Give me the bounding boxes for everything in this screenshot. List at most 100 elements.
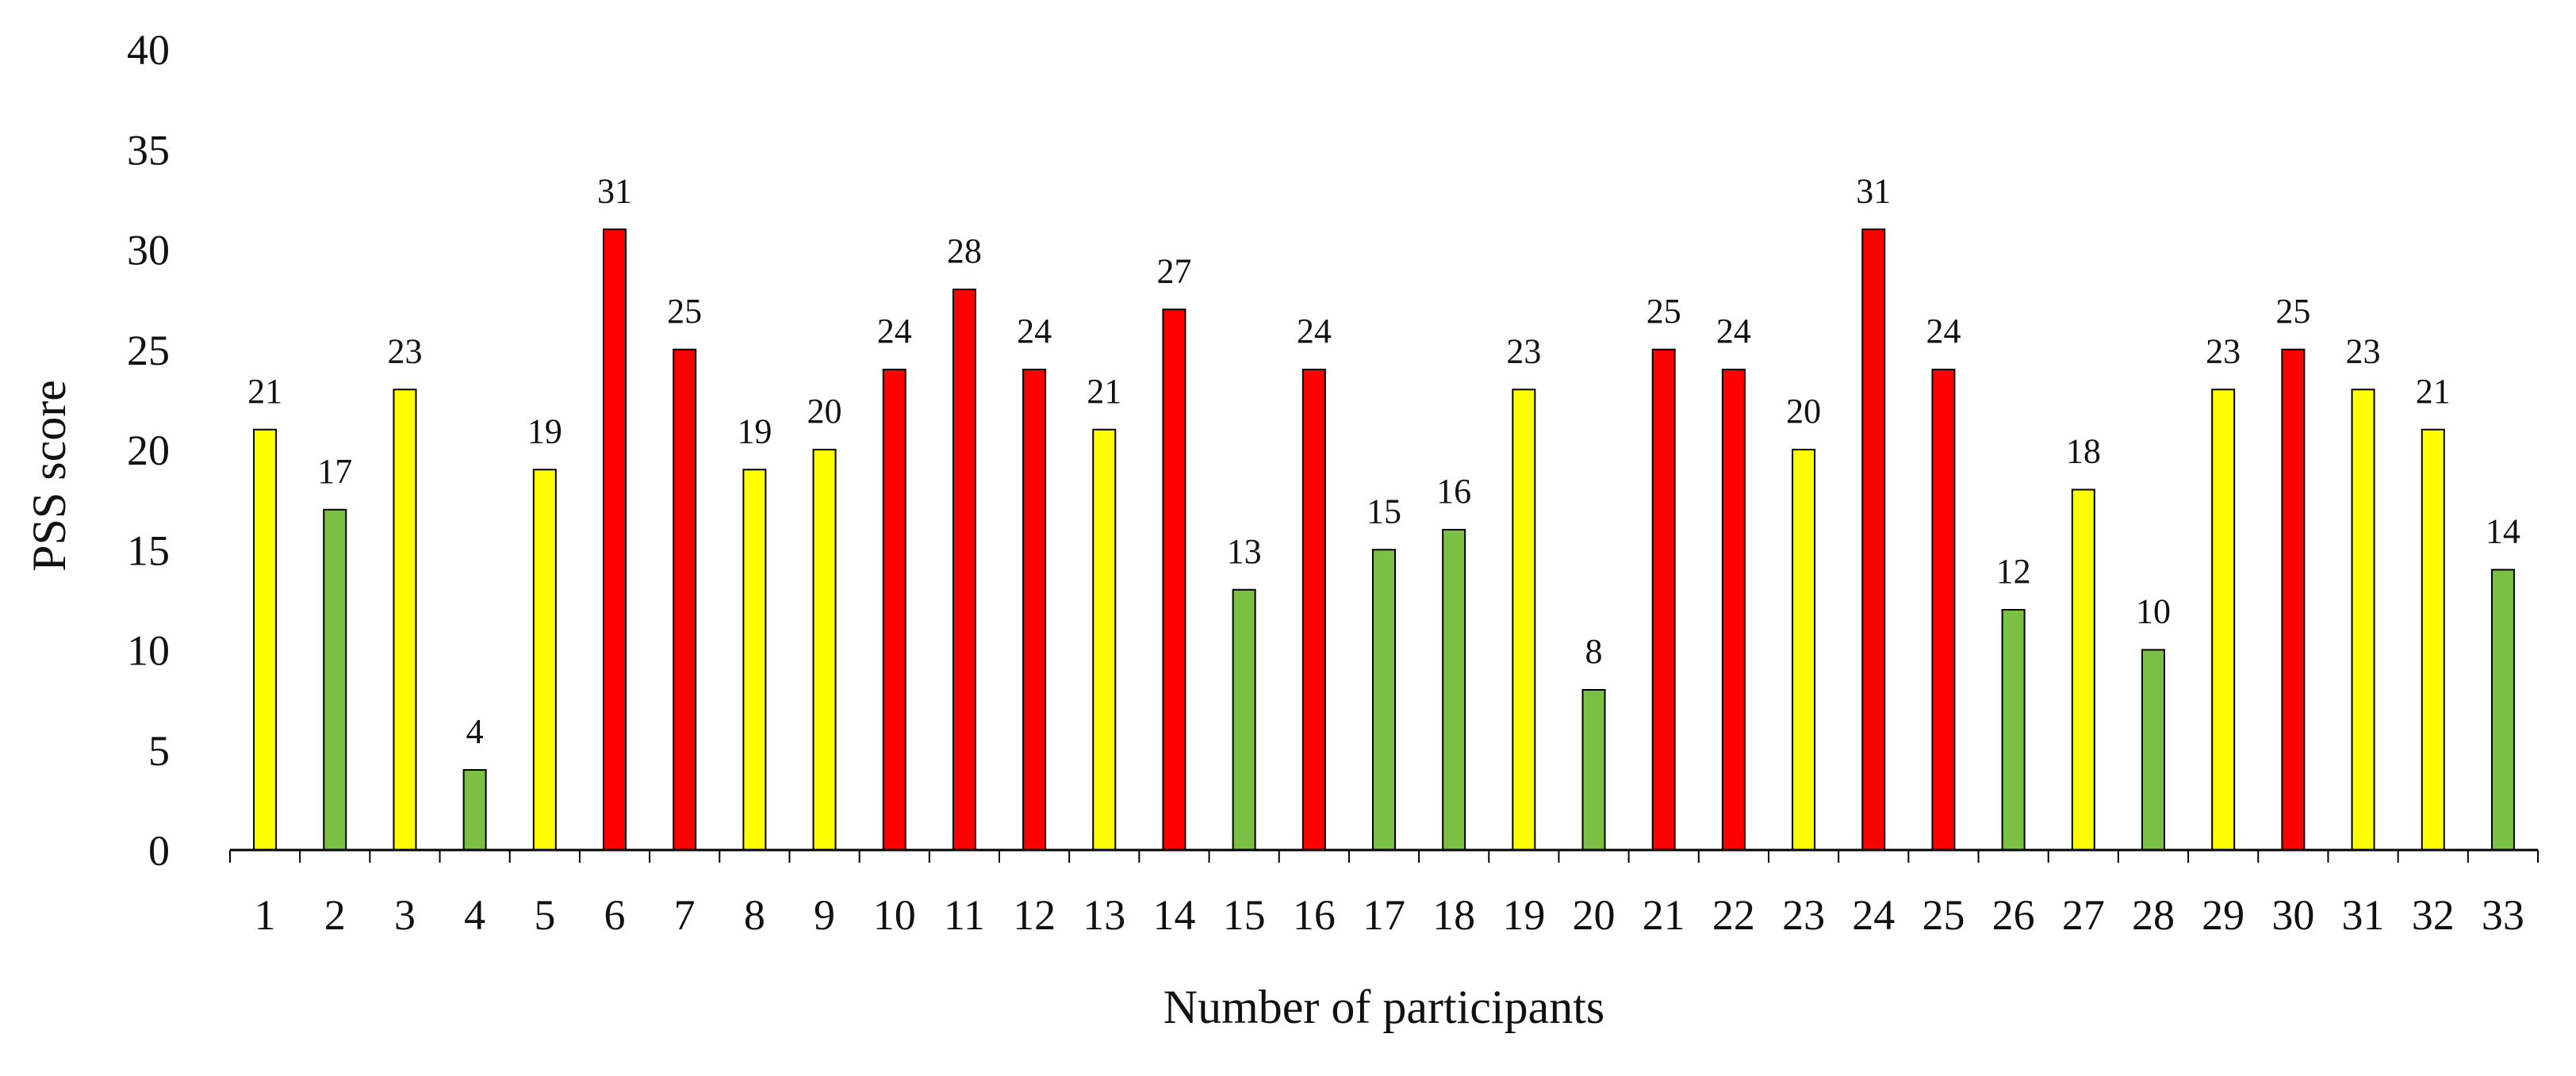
y-tick-label: 20 (127, 427, 170, 474)
bar (2351, 389, 2375, 851)
x-tick-label: 8 (744, 891, 765, 939)
y-tick-label: 30 (127, 227, 170, 274)
x-tick-label: 1 (255, 891, 276, 939)
bar (2211, 389, 2236, 851)
data-label: 20 (1786, 392, 1821, 431)
bar (2421, 428, 2445, 851)
y-tick-label: 10 (127, 627, 170, 675)
data-label: 10 (2136, 592, 2171, 631)
data-label: 24 (1926, 312, 1961, 350)
bar (2141, 649, 2165, 851)
x-tick-label: 4 (464, 891, 485, 939)
x-tick-label: 5 (534, 891, 555, 939)
x-tick-label: 3 (394, 891, 416, 939)
bar (1792, 449, 1816, 851)
bar (882, 369, 907, 851)
bar (1372, 549, 1396, 851)
bars (253, 228, 2515, 851)
x-tick-label: 2 (324, 891, 346, 939)
bar (532, 469, 557, 851)
x-tick-label: 17 (1363, 891, 1405, 939)
x-tick-label: 30 (2271, 891, 2314, 939)
bar (1092, 428, 1117, 851)
bar (253, 428, 278, 851)
bar (1301, 369, 1326, 851)
bar (2001, 609, 2026, 851)
data-label: 24 (1297, 312, 1332, 350)
x-tick-label: 22 (1712, 891, 1755, 939)
x-tick-label: 18 (1432, 891, 1475, 939)
data-label: 27 (1156, 251, 1191, 290)
data-label: 17 (317, 452, 352, 491)
x-axis-title: Number of participants (1163, 981, 1605, 1033)
data-label: 18 (2066, 432, 2101, 471)
data-label: 28 (947, 232, 982, 270)
x-tick-label: 6 (604, 891, 626, 939)
x-tick-label: 25 (1922, 891, 1965, 939)
bar (812, 449, 837, 851)
data-label: 25 (2275, 292, 2310, 331)
bar (603, 228, 627, 851)
bar (1512, 389, 1536, 851)
y-tick-label: 25 (127, 327, 170, 374)
x-tick-label: 15 (1223, 891, 1266, 939)
data-label: 19 (737, 412, 772, 450)
data-label: 12 (1996, 552, 2031, 591)
x-tick-label: 16 (1293, 891, 1336, 939)
x-tick-label: 26 (1992, 891, 2035, 939)
x-tick-label: 27 (2062, 891, 2105, 939)
bar (1721, 369, 1746, 851)
data-label: 25 (1646, 292, 1681, 331)
data-label: 4 (466, 712, 484, 751)
bar (393, 389, 417, 851)
x-tick-label: 33 (2482, 891, 2524, 939)
bar (952, 289, 976, 851)
x-tick-label: 29 (2202, 891, 2244, 939)
y-tick-label: 5 (148, 727, 170, 775)
x-tick-label: 28 (2132, 891, 2175, 939)
bar (2490, 569, 2515, 851)
bar (2071, 488, 2095, 851)
data-label: 21 (1087, 372, 1121, 411)
bar (1651, 348, 1676, 851)
y-tick-label: 15 (127, 527, 170, 574)
x-tick-label: 11 (944, 891, 985, 939)
bar (2281, 348, 2306, 851)
data-label: 23 (1506, 331, 1541, 370)
x-tick-label: 14 (1152, 891, 1195, 939)
x-tick-label: 9 (814, 891, 835, 939)
data-label: 13 (1227, 532, 1262, 571)
x-tick-label: 31 (2342, 891, 2385, 939)
y-tick-label: 35 (127, 126, 170, 174)
bar (462, 769, 487, 851)
data-label: 24 (1716, 312, 1751, 350)
data-label: 23 (387, 331, 422, 370)
data-label: 31 (1856, 171, 1891, 210)
bar (1162, 308, 1186, 851)
data-label: 21 (247, 372, 282, 411)
data-label: 19 (527, 412, 562, 450)
data-label: 31 (597, 171, 632, 210)
bar (742, 469, 767, 851)
data-label: 24 (1017, 312, 1052, 350)
x-tick-label: 20 (1573, 891, 1616, 939)
bar (1581, 689, 1606, 851)
data-label: 15 (1367, 492, 1401, 530)
data-label: 23 (2346, 331, 2381, 370)
x-tick-label: 12 (1013, 891, 1056, 939)
bar (1232, 588, 1256, 851)
data-label: 21 (2416, 372, 2451, 411)
y-tick-label: 40 (127, 26, 170, 74)
x-tick-label: 24 (1852, 891, 1895, 939)
x-tick-label: 21 (1643, 891, 1685, 939)
data-label: 8 (1585, 632, 1603, 671)
data-label: 25 (667, 292, 702, 331)
x-tick-label: 10 (873, 891, 916, 939)
x-tick-label: 7 (674, 891, 696, 939)
y-axis-title: PSS score (23, 380, 75, 572)
bar (323, 508, 347, 851)
data-labels: 21 17 23 4 19 31 25 19 20 24 28 24 21 27 13 24 15 16 23 8 25… (247, 171, 2520, 751)
data-label: 14 (2486, 512, 2520, 551)
